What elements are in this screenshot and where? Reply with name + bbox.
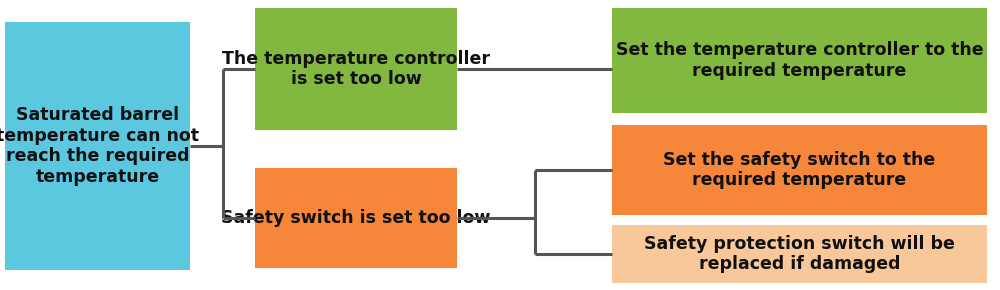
- FancyBboxPatch shape: [612, 125, 987, 215]
- Text: Safety protection switch will be
replaced if damaged: Safety protection switch will be replace…: [644, 235, 955, 273]
- Text: Safety switch is set too low: Safety switch is set too low: [221, 209, 491, 227]
- FancyBboxPatch shape: [255, 168, 457, 268]
- Text: Set the safety switch to the
required temperature: Set the safety switch to the required te…: [663, 151, 936, 189]
- FancyBboxPatch shape: [5, 22, 190, 270]
- Text: Set the temperature controller to the
required temperature: Set the temperature controller to the re…: [616, 41, 983, 80]
- FancyBboxPatch shape: [255, 8, 457, 130]
- FancyBboxPatch shape: [612, 225, 987, 283]
- Text: The temperature controller
is set too low: The temperature controller is set too lo…: [222, 50, 490, 88]
- Text: Saturated barrel
temperature can not
reach the required
temperature: Saturated barrel temperature can not rea…: [0, 106, 199, 186]
- FancyBboxPatch shape: [612, 8, 987, 113]
